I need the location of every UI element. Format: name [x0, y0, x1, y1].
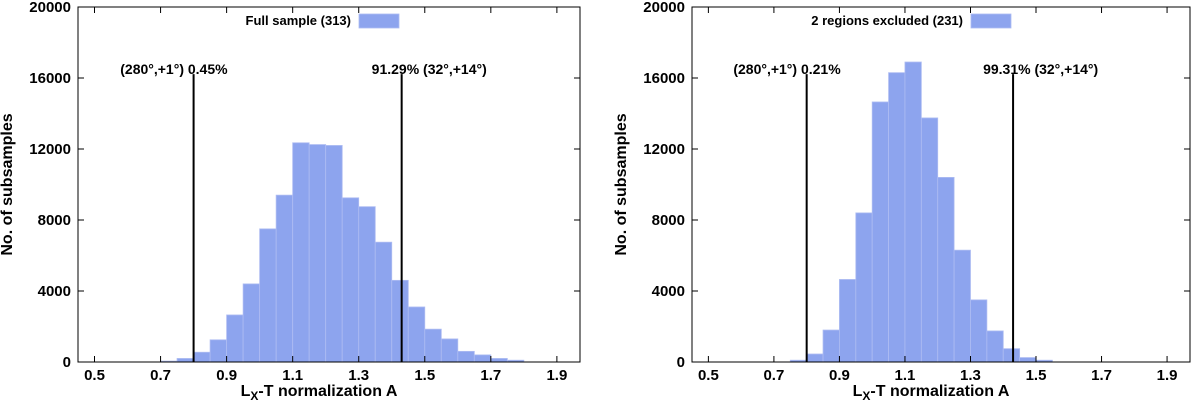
y-tick-label: 0 — [677, 354, 685, 371]
threshold-annotation: 99.31% (32°,+14°) — [983, 61, 1098, 77]
histogram-bar — [806, 353, 824, 363]
histogram-bar — [822, 329, 840, 363]
y-tick-label: 8000 — [652, 212, 685, 229]
threshold-annotation: (280°,+1°) 0.21% — [733, 61, 841, 77]
y-tick-label: 4000 — [38, 283, 71, 300]
x-tick-label: 1.7 — [480, 367, 501, 384]
x-tick-label: 1.9 — [1157, 367, 1178, 384]
legend-label: 2 regions excluded (231) — [811, 13, 963, 28]
y-tick-label: 8000 — [38, 212, 71, 229]
y-tick-label: 4000 — [652, 283, 685, 300]
histogram-bar — [839, 279, 857, 363]
histogram-bar — [457, 350, 475, 363]
x-tick-label: 0.9 — [829, 367, 850, 384]
x-tick-label: 1.9 — [546, 367, 567, 384]
x-tick-label: 0.5 — [84, 367, 105, 384]
histogram-bar — [176, 358, 194, 363]
chart-panel-2: 0 4000 8000 12000 16000 20000 0.5 0.7 0.9 1.1 1.3 1… — [613, 0, 1191, 402]
y-tick-label: 20000 — [643, 0, 685, 16]
histogram-bar — [855, 212, 873, 363]
legend-swatch — [970, 13, 1012, 29]
y-tick-label: 12000 — [643, 141, 685, 158]
histogram-bar — [1019, 357, 1037, 363]
histogram-bar — [374, 241, 393, 363]
histogram-bar — [888, 72, 906, 363]
y-tick-label: 16000 — [643, 70, 685, 87]
x-tick-label: 1.1 — [895, 367, 916, 384]
chart-panel-1: 0 4000 8000 12000 16000 20000 0.5 0.7 0.9 1.1 1.3 1… — [0, 0, 581, 402]
x-tick-label: 0.9 — [216, 367, 237, 384]
legend-swatch — [358, 13, 400, 29]
y-axis-label: No. of subsamples — [613, 113, 630, 255]
histogram-bar — [325, 145, 343, 363]
histogram-bar — [275, 194, 294, 363]
x-tick-label: 1.7 — [1091, 367, 1112, 384]
histogram-bar — [473, 354, 492, 363]
x-axis-label: LX-T normalization A — [241, 383, 398, 402]
histogram-bar — [193, 351, 211, 363]
threshold-annotation: (280°,+1°) 0.45% — [120, 61, 228, 77]
histogram-bar — [292, 142, 310, 363]
plot-frame — [77, 6, 581, 363]
histogram-bar — [970, 299, 988, 363]
histogram-bar — [920, 117, 939, 363]
y-tick-label: 12000 — [29, 141, 71, 158]
y-tick-label: 0 — [63, 354, 71, 371]
y-tick-label: 20000 — [29, 0, 71, 16]
histogram-bar — [871, 101, 889, 363]
x-axis-label: LX-T normalization A — [853, 383, 1010, 402]
x-tick-label: 0.5 — [698, 367, 719, 384]
x-tick-label: 1.3 — [960, 367, 981, 384]
histogram-bar — [953, 249, 971, 363]
histogram-bar — [440, 338, 459, 363]
histogram-bar — [1002, 348, 1021, 363]
y-axis-label: No. of subsamples — [0, 113, 16, 255]
x-tick-label: 1.3 — [348, 367, 369, 384]
x-tick-label: 1.5 — [1026, 367, 1047, 384]
histogram-bar — [209, 339, 228, 363]
histogram-bar — [986, 330, 1004, 363]
x-tick-label: 0.7 — [150, 367, 171, 384]
x-tick-label: 1.1 — [282, 367, 303, 384]
histogram-bar — [242, 283, 261, 363]
histogram-bar — [407, 306, 426, 363]
histogram-bar — [904, 61, 922, 363]
histogram-bar — [226, 314, 244, 363]
histogram-bar — [341, 197, 360, 363]
histogram-bar — [424, 328, 442, 363]
histogram-bar — [259, 228, 277, 363]
histogram-bar — [937, 176, 955, 363]
histogram-bar — [308, 144, 327, 363]
histogram-bar — [490, 358, 508, 363]
x-tick-label: 0.7 — [763, 367, 784, 384]
threshold-annotation: 91.29% (32°,+14°) — [372, 61, 487, 77]
histogram-bar — [358, 206, 376, 363]
plot-frame — [691, 6, 1191, 363]
legend-label: Full sample (313) — [246, 13, 351, 28]
histogram-bar — [391, 279, 409, 363]
y-tick-label: 16000 — [29, 70, 71, 87]
x-tick-label: 1.5 — [414, 367, 435, 384]
